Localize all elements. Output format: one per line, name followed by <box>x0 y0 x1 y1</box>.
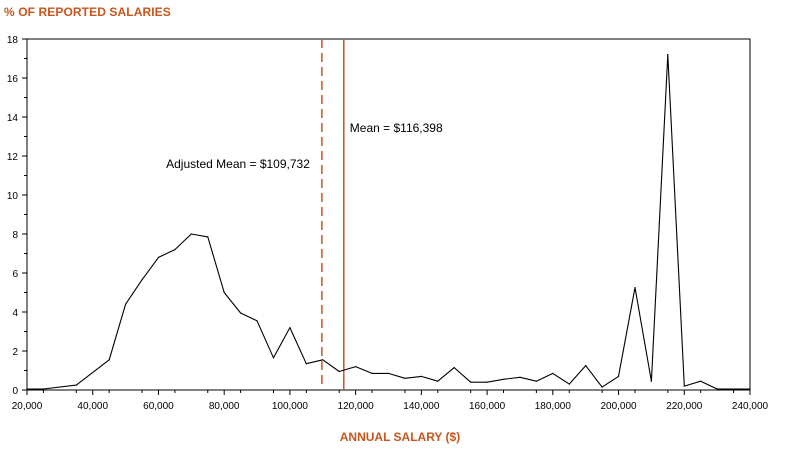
data-point <box>272 357 275 359</box>
data-point <box>453 367 455 369</box>
x-tick-label: 220,000 <box>666 401 703 412</box>
data-point <box>420 375 422 377</box>
y-tick-label: 18 <box>7 35 19 46</box>
reference-labels: Adjusted Mean = $109,732 Mean = $116,398 <box>166 121 443 171</box>
x-tick-label: 20,000 <box>12 401 43 412</box>
data-point <box>289 327 291 329</box>
x-tick-label: 100,000 <box>272 401 309 412</box>
data-point <box>174 249 176 251</box>
data-point <box>470 381 472 383</box>
x-tick-label: 240,000 <box>732 401 769 412</box>
data-point <box>125 303 127 305</box>
x-tick-label: 200,000 <box>600 401 637 412</box>
data-point <box>207 236 209 238</box>
data-point <box>240 312 242 314</box>
data-point <box>437 380 439 382</box>
chart-axes <box>26 38 751 391</box>
y-axis-ticks: 0 2 4 6 8 10 12 14 16 18 <box>7 35 27 397</box>
data-point <box>75 384 77 386</box>
plot-frame <box>26 38 751 391</box>
adjusted-mean-label: Adjusted Mean = $109,732 <box>166 157 310 171</box>
x-tick-label: 140,000 <box>403 401 440 412</box>
data-series <box>26 54 751 390</box>
reference-lines <box>321 39 345 390</box>
mean-label: Mean = $116,398 <box>350 121 443 135</box>
x-tick-label: 80,000 <box>209 401 240 412</box>
data-point <box>305 363 307 365</box>
y-tick-label: 0 <box>12 386 18 397</box>
y-tick-label: 4 <box>12 308 18 319</box>
data-point <box>42 388 45 390</box>
data-point <box>338 370 340 373</box>
data-point <box>749 388 751 390</box>
y-tick-label: 14 <box>7 113 19 124</box>
data-point <box>617 375 620 377</box>
y-axis-title: % OF REPORTED SALARIES <box>4 5 171 19</box>
data-point <box>26 388 28 390</box>
y-tick-label: 12 <box>7 152 19 163</box>
data-point <box>733 388 735 390</box>
y-tick-label: 6 <box>12 269 18 280</box>
data-point <box>650 380 653 382</box>
data-point <box>502 378 505 380</box>
data-point <box>716 388 718 390</box>
x-tick-label: 60,000 <box>143 401 174 412</box>
data-point <box>700 380 702 382</box>
data-point <box>322 359 324 361</box>
x-tick-label: 120,000 <box>338 401 375 412</box>
data-point <box>141 279 143 281</box>
data-point <box>634 287 636 289</box>
data-point <box>371 372 373 374</box>
data-point <box>552 372 554 374</box>
data-point <box>683 385 685 387</box>
data-point <box>387 372 390 374</box>
data-point <box>355 366 357 368</box>
y-tick-label: 8 <box>12 230 18 241</box>
data-point <box>519 376 521 378</box>
data-point <box>190 233 192 235</box>
data-point <box>157 256 160 258</box>
y-tick-label: 10 <box>7 191 19 202</box>
x-tick-label: 160,000 <box>469 401 506 412</box>
data-point <box>256 320 258 322</box>
y-tick-label: 16 <box>7 74 19 85</box>
data-point <box>667 54 669 56</box>
data-point <box>108 359 110 361</box>
data-point <box>223 291 225 294</box>
data-point <box>486 381 488 383</box>
x-axis-ticks: 20,000 40,000 60,000 80,000 100,000 120,000 14… <box>12 390 769 412</box>
data-point <box>535 380 538 382</box>
data-point <box>404 377 406 379</box>
salary-line <box>27 54 750 390</box>
x-tick-label: 180,000 <box>535 401 572 412</box>
data-point <box>568 383 570 385</box>
y-tick-label: 2 <box>12 347 18 358</box>
data-point <box>585 365 587 367</box>
data-point <box>601 386 603 388</box>
x-axis-title: ANNUAL SALARY ($) <box>339 430 461 444</box>
x-tick-label: 40,000 <box>77 401 108 412</box>
